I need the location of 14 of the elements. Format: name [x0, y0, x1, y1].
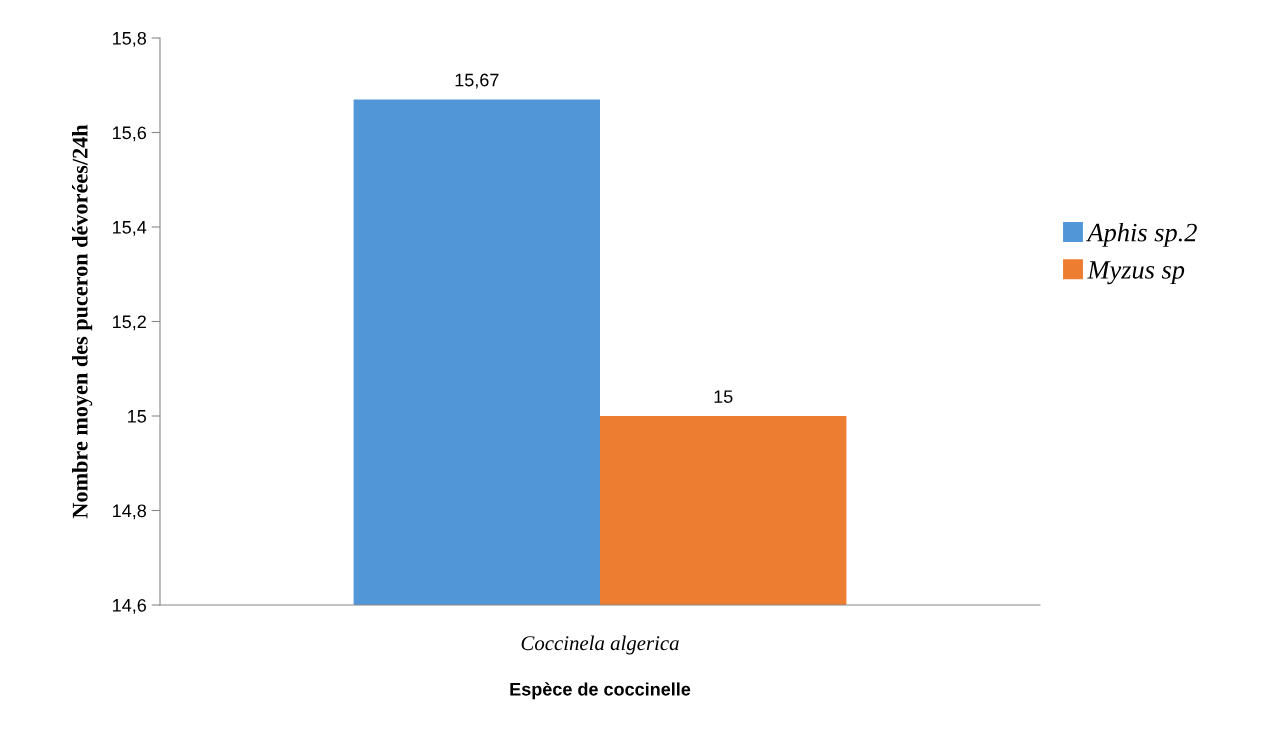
- data-label: 15,67: [455, 73, 499, 89]
- x-axis-title: Espèce de coccinelle: [510, 682, 691, 700]
- y-axis-title: Nombre moyen des puceron dévorées/24h: [71, 124, 93, 519]
- y-tick-label: 15,2: [113, 315, 146, 331]
- y-tick-label: 15: [128, 410, 147, 423]
- legend-label: Aphis sp.2: [1086, 222, 1197, 247]
- y-tick-label: 14,8: [113, 504, 147, 520]
- data-label: 15: [714, 390, 733, 403]
- legend-label: Myzus sp: [1087, 261, 1185, 285]
- y-tick-label: 15,4: [113, 221, 147, 236]
- y-tick-label: 15,6: [113, 126, 147, 142]
- y-tick-label: 15,8: [113, 31, 147, 47]
- y-tick-label: 14,6: [113, 598, 147, 614]
- x-tick-label: Coccinela algerica: [521, 635, 679, 655]
